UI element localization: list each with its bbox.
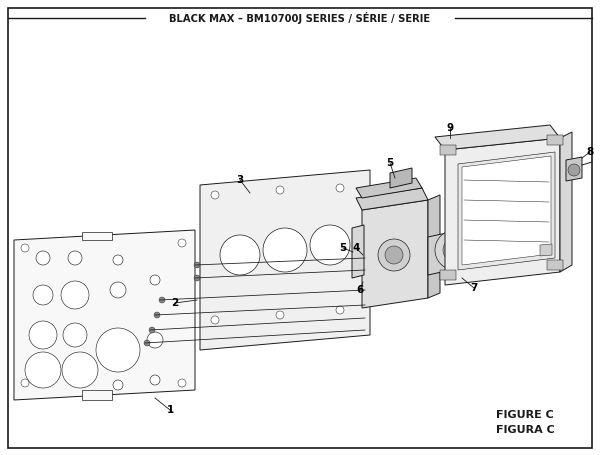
- Text: BLACK MAX – BM10700J SERIES / SÉRIE / SERIE: BLACK MAX – BM10700J SERIES / SÉRIE / SE…: [169, 12, 431, 24]
- Text: 5: 5: [340, 243, 347, 253]
- Polygon shape: [560, 132, 572, 272]
- Text: 2: 2: [172, 298, 179, 308]
- Circle shape: [310, 225, 350, 265]
- Polygon shape: [547, 260, 563, 270]
- Polygon shape: [540, 244, 552, 256]
- Circle shape: [25, 352, 61, 388]
- Polygon shape: [428, 195, 440, 298]
- Circle shape: [29, 321, 57, 349]
- Circle shape: [149, 327, 155, 333]
- Circle shape: [62, 352, 98, 388]
- Polygon shape: [428, 230, 460, 275]
- Polygon shape: [566, 157, 582, 181]
- Text: 1: 1: [166, 405, 173, 415]
- Circle shape: [147, 332, 163, 348]
- Text: 5: 5: [386, 158, 394, 168]
- Circle shape: [443, 238, 467, 262]
- Circle shape: [68, 251, 82, 265]
- Circle shape: [21, 379, 29, 387]
- Text: 6: 6: [356, 285, 364, 295]
- Polygon shape: [352, 225, 364, 278]
- Text: 8: 8: [586, 147, 593, 157]
- Circle shape: [276, 311, 284, 319]
- Polygon shape: [440, 270, 456, 280]
- Circle shape: [220, 235, 260, 275]
- Polygon shape: [390, 168, 412, 188]
- Circle shape: [21, 244, 29, 252]
- Circle shape: [194, 275, 200, 281]
- Text: 3: 3: [236, 175, 244, 185]
- Circle shape: [568, 164, 580, 176]
- Circle shape: [110, 282, 126, 298]
- Text: 7: 7: [470, 283, 478, 293]
- Circle shape: [33, 285, 53, 305]
- Circle shape: [276, 186, 284, 194]
- Circle shape: [211, 316, 219, 324]
- Circle shape: [150, 275, 160, 285]
- Polygon shape: [445, 138, 560, 285]
- Circle shape: [36, 251, 50, 265]
- Circle shape: [378, 239, 410, 271]
- Circle shape: [154, 312, 160, 318]
- Text: 4: 4: [352, 243, 359, 253]
- Circle shape: [113, 380, 123, 390]
- Circle shape: [263, 228, 307, 272]
- Circle shape: [144, 340, 150, 346]
- Circle shape: [211, 191, 219, 199]
- Circle shape: [61, 281, 89, 309]
- Circle shape: [194, 262, 200, 268]
- Text: FIGURA C: FIGURA C: [496, 425, 554, 435]
- Circle shape: [336, 184, 344, 192]
- Circle shape: [336, 306, 344, 314]
- Polygon shape: [362, 200, 428, 308]
- Polygon shape: [82, 390, 112, 400]
- Circle shape: [178, 379, 186, 387]
- Circle shape: [435, 230, 475, 270]
- Circle shape: [63, 323, 87, 347]
- Circle shape: [150, 375, 160, 385]
- Polygon shape: [462, 156, 551, 265]
- Text: 9: 9: [446, 123, 454, 133]
- Polygon shape: [435, 125, 560, 150]
- Polygon shape: [440, 145, 456, 155]
- Circle shape: [96, 328, 140, 372]
- Circle shape: [113, 255, 123, 265]
- Circle shape: [159, 297, 165, 303]
- Polygon shape: [458, 152, 555, 270]
- Polygon shape: [547, 135, 563, 145]
- Text: FIGURE C: FIGURE C: [496, 410, 554, 420]
- Polygon shape: [356, 188, 428, 210]
- Polygon shape: [200, 170, 370, 350]
- Polygon shape: [356, 178, 422, 198]
- Polygon shape: [82, 232, 112, 240]
- Circle shape: [385, 246, 403, 264]
- Polygon shape: [460, 225, 472, 268]
- Circle shape: [178, 239, 186, 247]
- Polygon shape: [14, 230, 195, 400]
